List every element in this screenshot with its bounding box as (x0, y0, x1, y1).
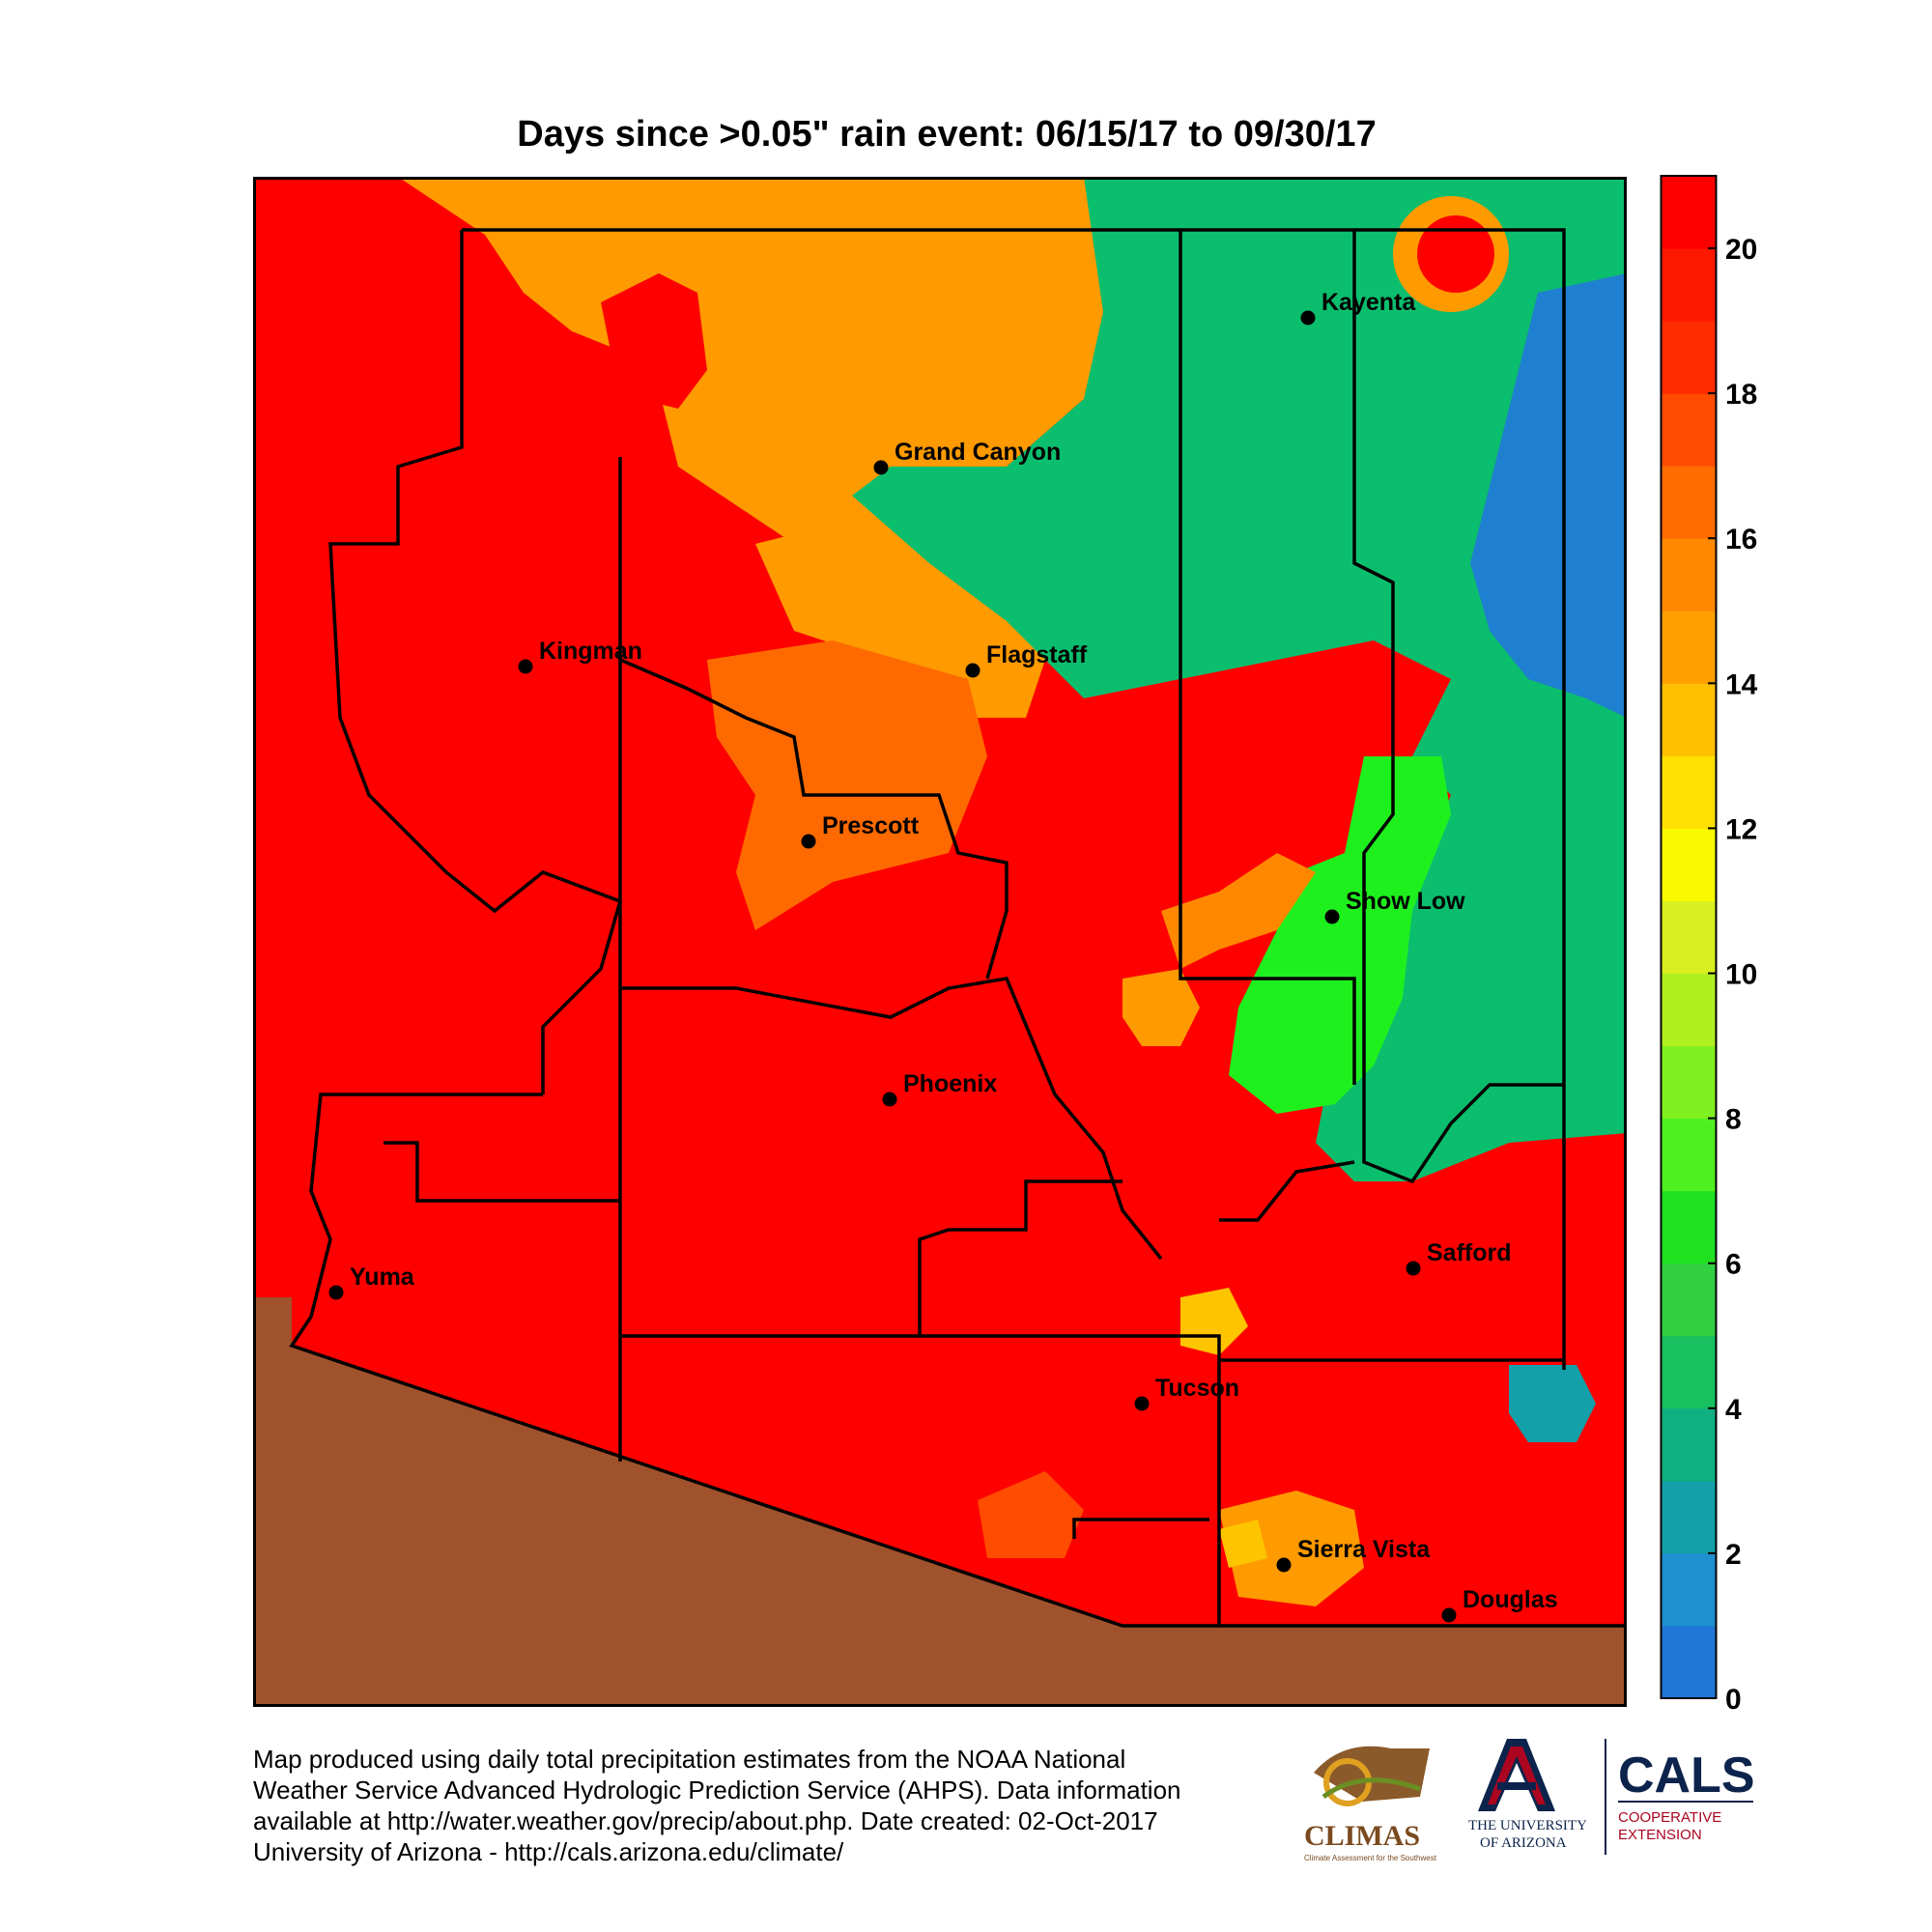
colorbar-segment (1662, 900, 1716, 975)
colorbar-tick-label: 0 (1725, 1684, 1742, 1716)
map-title: Days since >0.05" rain event: 06/15/17 t… (517, 114, 1377, 155)
colorbar-tick-label: 14 (1725, 668, 1758, 700)
region-south-yellow (1180, 1288, 1248, 1355)
region-central-red (1084, 640, 1451, 814)
cals-wordmark: CALS (1618, 1747, 1755, 1804)
colorbar-legend: 0 2 4 6 8 10 12 14 16 18 20 (1660, 175, 1758, 1716)
university-of-arizona-logo: THE UNIVERSITY OF ARIZONA (1468, 1739, 1587, 1851)
colorbar-segment (1662, 1045, 1716, 1120)
region-kayenta-red-core (1417, 215, 1494, 293)
colorbar-segment (1662, 248, 1716, 322)
colorbar-segment (1662, 466, 1716, 539)
city-label: Kayenta (1321, 289, 1416, 316)
county-boundaries (289, 228, 1627, 1628)
region-east-blue (1470, 273, 1627, 718)
city-label: Show Low (1346, 888, 1465, 915)
city-safford: Safford (1406, 1239, 1512, 1276)
region-payson-orange (1122, 969, 1200, 1046)
colorbar-tick-label: 6 (1725, 1249, 1742, 1281)
city-label: Prescott (822, 812, 920, 839)
colorbar-segment (1662, 1190, 1716, 1264)
colorbar-tick-label: 8 (1725, 1104, 1742, 1136)
city-label: Tucson (1155, 1375, 1239, 1402)
region-sierravista-yellow (1219, 1520, 1267, 1568)
colorbar-segment (1662, 1552, 1716, 1627)
region-mexico (253, 1297, 1627, 1707)
colorbar-segment (1662, 538, 1716, 611)
city-label: Grand Canyon (895, 439, 1061, 466)
city-yuma: Yuma (328, 1264, 415, 1300)
colorbar-segment (1662, 1480, 1716, 1554)
region-prescott-darkorange (707, 640, 987, 930)
colorbar-tick-label: 20 (1725, 234, 1757, 266)
colorbar-segment (1662, 611, 1716, 684)
city-label: Phoenix (903, 1070, 997, 1097)
colorbar-segments (1662, 176, 1716, 1699)
colorbar-segment (1662, 1118, 1716, 1192)
climas-subtitle: Climate Assessment for the Southwest (1304, 1854, 1437, 1862)
colorbar-segment (1662, 321, 1716, 394)
region-sierravista-orange (1219, 1491, 1364, 1606)
cals-sub2: EXTENSION (1618, 1827, 1702, 1843)
colorbar-segment (1662, 1625, 1716, 1699)
cals-logo: CALS COOPERATIVE EXTENSION (1618, 1747, 1755, 1843)
city-grand-canyon: Grand Canyon (873, 439, 1061, 475)
region-showlow-green (1229, 756, 1451, 1114)
map-border (253, 177, 1627, 1707)
partner-logos: CLIMAS Climate Assessment for the Southw… (1304, 1739, 1755, 1862)
city-label: Flagstaff (986, 641, 1088, 668)
footer-line: Weather Service Advanced Hydrologic Pred… (253, 1776, 1181, 1804)
city-label: Kingman (539, 638, 642, 665)
colorbar-segment (1662, 755, 1716, 829)
city-label: Sierra Vista (1297, 1536, 1431, 1563)
city-prescott: Prescott (801, 812, 920, 849)
colorbar-segment (1662, 828, 1716, 901)
colorbar-border (1660, 175, 1718, 1699)
footer-line: available at http://water.weather.gov/pr… (253, 1806, 1158, 1835)
climas-logo: CLIMAS Climate Assessment for the Southw… (1304, 1746, 1437, 1862)
colorbar-segment (1662, 1407, 1716, 1482)
footer-line: University of Arizona - http://cals.ariz… (253, 1837, 844, 1866)
ua-line2: OF ARIZONA (1480, 1835, 1567, 1851)
colorbar-segment (1662, 1335, 1716, 1409)
cals-sub1: COOPERATIVE (1618, 1809, 1721, 1826)
colorbar-segment (1662, 176, 1716, 249)
colorbar-tick-label: 16 (1725, 524, 1757, 555)
city-label: Safford (1427, 1239, 1512, 1266)
city-sierra-vista: Sierra Vista (1276, 1536, 1431, 1573)
colorbar-segment (1662, 683, 1716, 756)
colorbar-tick-label: 4 (1725, 1394, 1742, 1426)
city-label: Yuma (350, 1264, 415, 1291)
climas-wordmark: CLIMAS (1304, 1820, 1420, 1852)
footer-line: Map produced using daily total precipita… (253, 1745, 1126, 1774)
city-label: Douglas (1463, 1586, 1558, 1613)
region-southeast-teal-spot (1509, 1365, 1596, 1442)
city-markers: Kayenta Grand Canyon Kingman Flagstaff P… (328, 289, 1558, 1623)
ua-line1: THE UNIVERSITY (1468, 1818, 1587, 1833)
city-kingman: Kingman (518, 638, 642, 674)
colorbar-segment (1662, 393, 1716, 467)
colorbar-tick-label: 10 (1725, 959, 1757, 991)
colorbar-segment (1662, 1263, 1716, 1337)
arizona-map: Kayenta Grand Canyon Kingman Flagstaff P… (253, 177, 1627, 1707)
city-douglas: Douglas (1441, 1586, 1558, 1623)
colorbar-tick-label: 18 (1725, 379, 1757, 411)
region-showlow-orange (1161, 853, 1316, 969)
region-south-darkorange (978, 1471, 1084, 1558)
city-phoenix: Phoenix (882, 1070, 997, 1107)
colorbar-tick-label: 12 (1725, 813, 1757, 845)
colorbar-tick-label: 2 (1725, 1539, 1742, 1571)
city-flagstaff: Flagstaff (965, 641, 1088, 678)
city-tucson: Tucson (1134, 1375, 1239, 1411)
city-kayenta: Kayenta (1300, 289, 1416, 326)
colorbar-segment (1662, 973, 1716, 1047)
colorbar-ticks: 0 2 4 6 8 10 12 14 16 18 20 (1708, 234, 1758, 1716)
footer-caption: Map produced using daily total precipita… (253, 1744, 1296, 1867)
city-show-low: Show Low (1324, 888, 1465, 924)
region-north-red-island (601, 273, 707, 409)
